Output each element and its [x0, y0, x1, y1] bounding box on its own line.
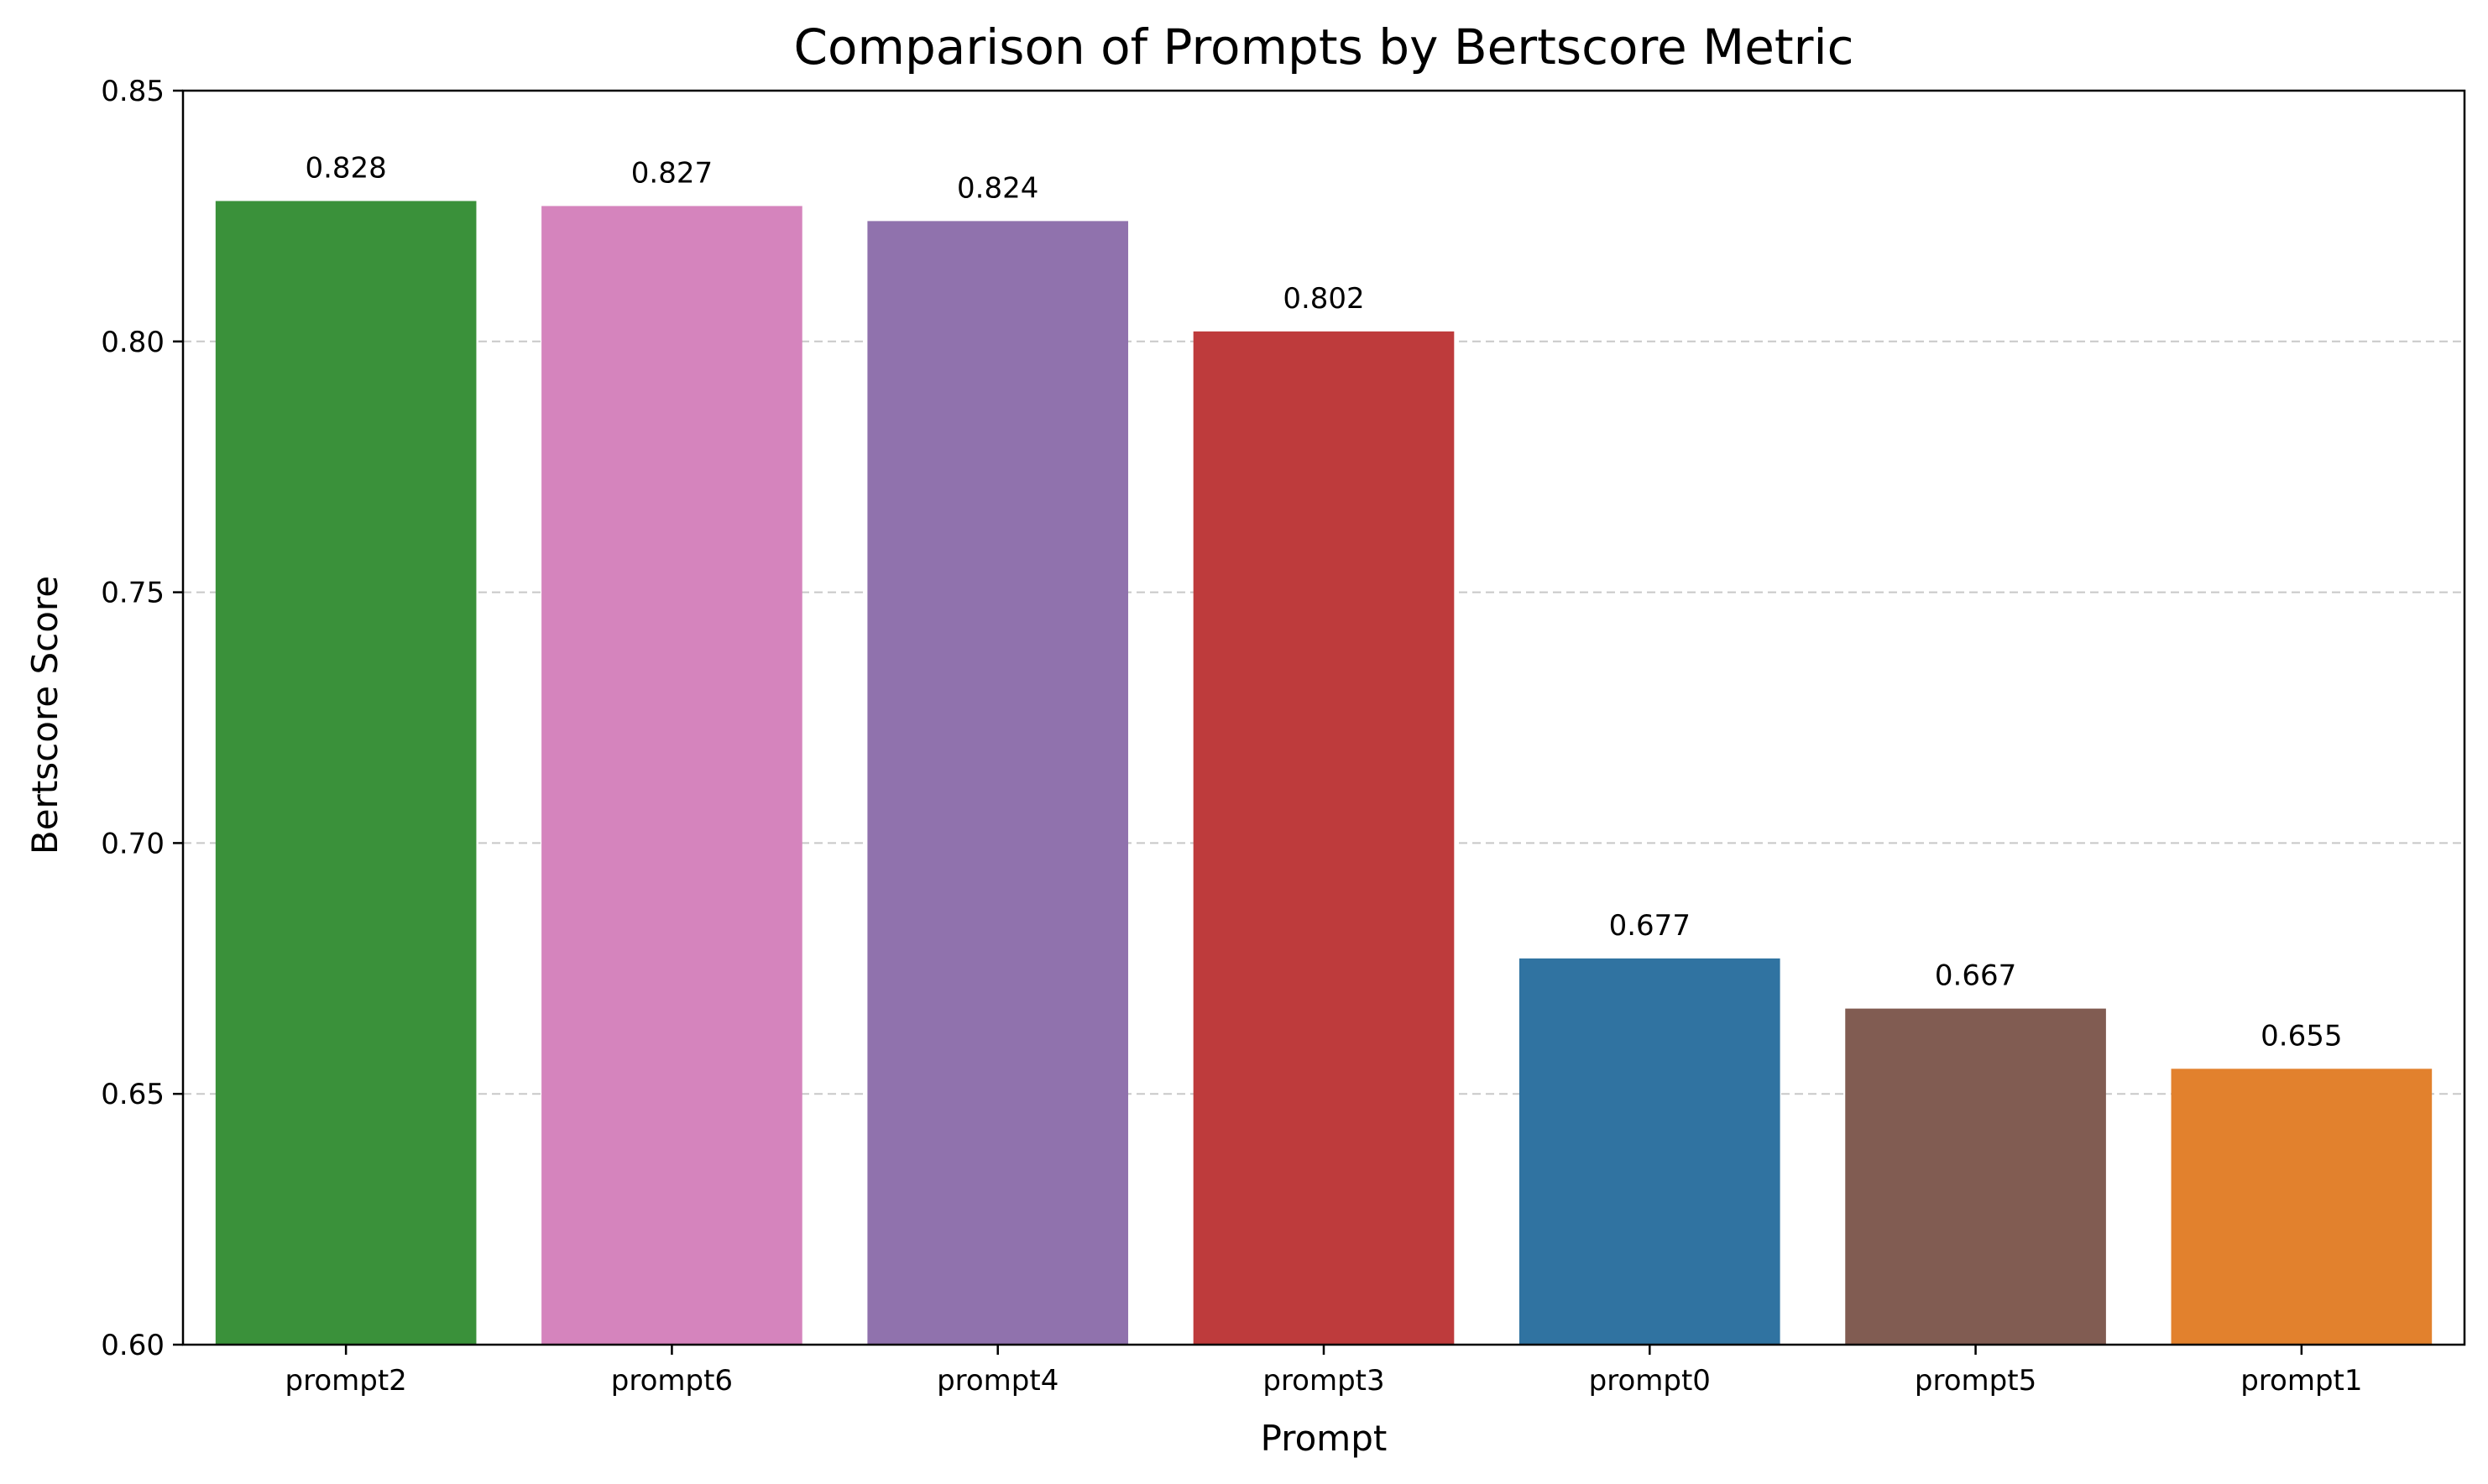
bar-prompt0	[1518, 958, 1780, 1345]
y-tick-label: 0.85	[101, 75, 165, 108]
bar-prompt5	[1845, 1008, 2106, 1345]
y-tick-label: 0.75	[101, 577, 165, 610]
x-tick-label-prompt3: prompt3	[1262, 1364, 1384, 1398]
x-tick-label-prompt4: prompt4	[937, 1364, 1058, 1398]
value-label-prompt1: 0.655	[2261, 1019, 2342, 1053]
bar-prompt4	[867, 221, 1129, 1346]
y-tick-label: 0.70	[101, 827, 165, 860]
x-tick-label-prompt2: prompt2	[285, 1364, 407, 1398]
value-label-prompt6: 0.827	[631, 156, 713, 190]
x-tick-label-prompt6: prompt6	[611, 1364, 733, 1398]
x-tick-label-prompt0: prompt0	[1589, 1364, 1711, 1398]
bar-prompt6	[541, 206, 802, 1345]
value-label-prompt5: 0.667	[1935, 959, 2016, 993]
x-axis-label: Prompt	[1261, 1418, 1388, 1459]
bar-prompt3	[1193, 331, 1455, 1345]
bar-prompt2	[215, 201, 477, 1345]
x-tick-label-prompt1: prompt1	[2240, 1364, 2362, 1398]
value-label-prompt0: 0.677	[1609, 909, 1691, 943]
y-tick-label: 0.60	[101, 1329, 165, 1362]
x-axis-ticks: prompt2 prompt6 prompt4 prompt3 prompt0 promp…	[285, 1345, 2362, 1398]
y-tick-label: 0.65	[101, 1078, 165, 1111]
y-axis-ticks: 0.60 0.65 0.70 0.75 0.80 0.85	[101, 75, 183, 1362]
value-label-prompt4: 0.824	[957, 171, 1038, 205]
value-labels: 0.828 0.827 0.824 0.802 0.677 0.667 0.655	[305, 151, 2342, 1053]
bars	[215, 201, 2433, 1346]
value-label-prompt3: 0.802	[1283, 282, 1364, 316]
value-label-prompt2: 0.828	[305, 151, 386, 185]
y-tick-label: 0.80	[101, 326, 165, 359]
x-tick-label-prompt5: prompt5	[1915, 1364, 2036, 1398]
y-axis-label: Bertscore Score	[24, 576, 65, 854]
bar-prompt1	[2171, 1069, 2433, 1345]
chart-title: Comparison of Prompts by Bertscore Metri…	[793, 18, 1853, 76]
